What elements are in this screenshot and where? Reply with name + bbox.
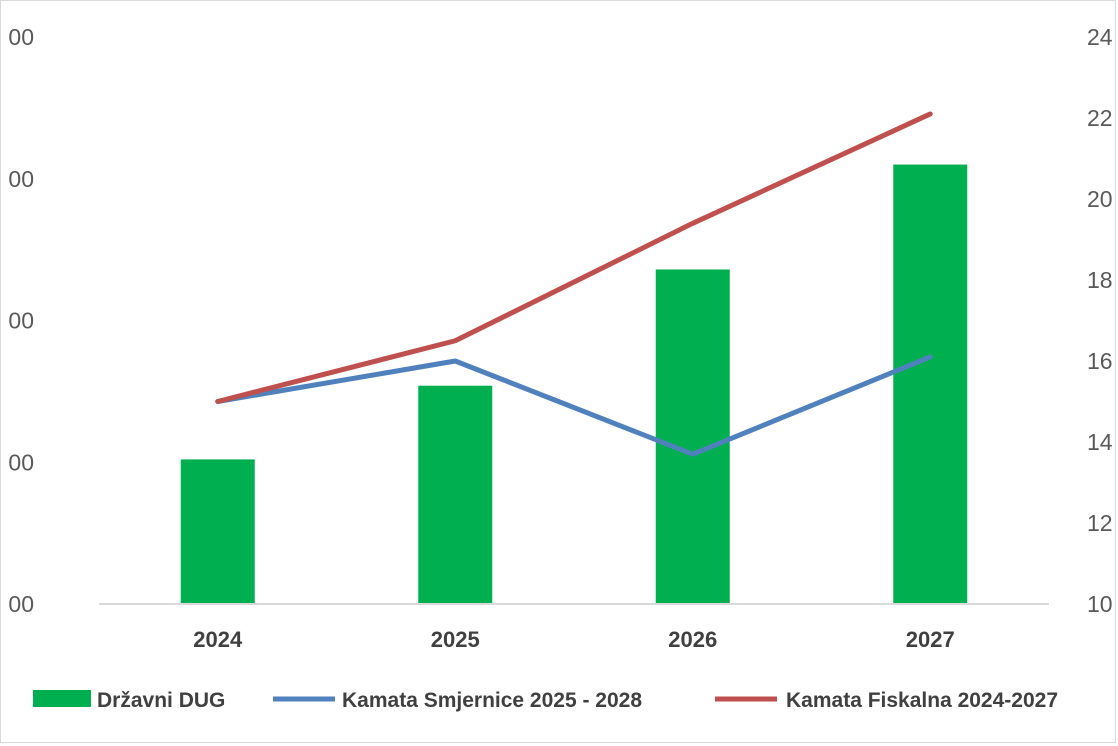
legend-label: Državni DUG bbox=[97, 689, 225, 712]
left-tick-label: 00 bbox=[8, 449, 34, 475]
bars-layer bbox=[180, 164, 968, 604]
x-tick-label: 2027 bbox=[906, 627, 955, 652]
left-axis-ticks: 00 00 00 00 00 bbox=[8, 24, 34, 617]
legend: Državni DUG Kamata Smjernice 2025 - 2028 K… bbox=[33, 689, 1058, 712]
x-axis-ticks: 2024 2025 2026 2027 bbox=[193, 627, 954, 652]
x-tick-label: 2026 bbox=[668, 627, 717, 652]
x-tick-label: 2024 bbox=[193, 627, 243, 652]
bar-2024 bbox=[180, 459, 255, 604]
bar-2026 bbox=[655, 269, 730, 604]
right-tick-label: 12 bbox=[1087, 510, 1113, 536]
series-line-2 bbox=[215, 111, 933, 404]
bar-2027 bbox=[893, 164, 968, 604]
right-tick-label: 16 bbox=[1087, 348, 1113, 374]
left-tick-label: 00 bbox=[8, 166, 34, 192]
lines-layer bbox=[215, 111, 933, 457]
right-tick-label: 24 bbox=[1087, 24, 1113, 50]
right-axis-ticks: 10 12 14 16 18 20 22 24 bbox=[1087, 24, 1113, 617]
right-tick-label: 10 bbox=[1087, 591, 1113, 617]
left-tick-label: 00 bbox=[8, 24, 34, 50]
legend-label: Kamata Fiskalna 2024-2027 bbox=[786, 689, 1058, 712]
series-line-1 bbox=[215, 354, 933, 457]
bar-2025 bbox=[418, 385, 493, 604]
left-tick-label: 00 bbox=[8, 308, 34, 334]
left-tick-label: 00 bbox=[8, 591, 34, 617]
right-tick-label: 14 bbox=[1087, 429, 1113, 455]
right-tick-label: 18 bbox=[1087, 267, 1113, 293]
right-tick-label: 20 bbox=[1087, 186, 1113, 212]
legend-label: Kamata Smjernice 2025 - 2028 bbox=[342, 689, 642, 712]
legend-swatch-bar bbox=[33, 690, 91, 707]
right-tick-label: 22 bbox=[1087, 105, 1113, 131]
x-tick-label: 2025 bbox=[431, 627, 480, 652]
